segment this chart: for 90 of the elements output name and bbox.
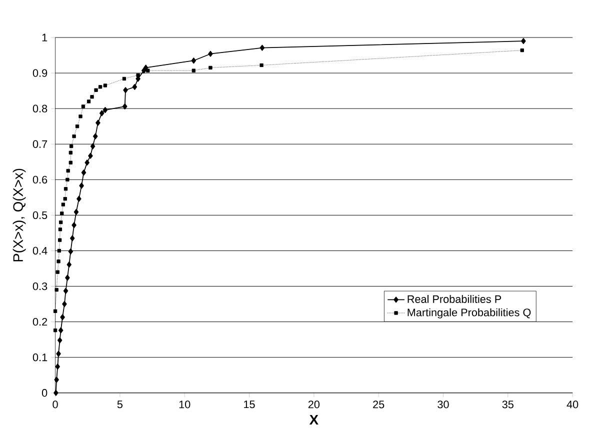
x-tick-label: 40: [566, 400, 578, 408]
point: [68, 160, 73, 164]
point: [90, 94, 94, 99]
point: [84, 159, 90, 166]
x-tick-label: 5: [117, 400, 123, 408]
x-tick-label: 10: [179, 400, 190, 408]
point: [146, 68, 150, 72]
point: [61, 202, 66, 206]
y-tick-label: 0: [42, 388, 48, 397]
point: [53, 328, 58, 332]
point: [260, 44, 265, 51]
point: [59, 220, 63, 224]
point: [56, 259, 60, 264]
point: [103, 84, 108, 88]
point: [88, 152, 93, 159]
point: [90, 143, 96, 150]
point: [58, 238, 62, 242]
y-tick-label: 0.2: [32, 318, 48, 326]
point: [56, 350, 61, 357]
point: [69, 144, 74, 148]
point: [57, 337, 62, 344]
y-tick-label: 0.3: [32, 282, 48, 290]
point: [72, 222, 76, 228]
point: [57, 248, 61, 252]
legend-label: Martingale Probabilities Q: [408, 308, 531, 318]
point: [260, 63, 264, 67]
point: [75, 124, 80, 128]
y-tick-label: 0.7: [32, 140, 48, 148]
point: [208, 66, 212, 70]
point: [66, 261, 72, 268]
point: [122, 76, 126, 80]
legend-label: Real Probabilities P: [408, 294, 502, 303]
point: [53, 309, 58, 313]
point: [520, 48, 524, 52]
point: [62, 300, 67, 307]
point: [54, 390, 58, 396]
point: [54, 376, 59, 383]
point: [86, 100, 91, 104]
point: [60, 314, 65, 320]
point: [66, 178, 70, 182]
point: [74, 208, 79, 215]
y-tick-label: 0.9: [32, 69, 48, 77]
x-tick-label: 25: [373, 400, 384, 408]
point: [94, 88, 98, 92]
y-tick-label: 0.1: [32, 353, 48, 362]
point: [63, 196, 67, 201]
point: [136, 73, 140, 77]
y-axis-title: P(X>x), Q(X>x): [12, 168, 26, 262]
y-tick-label: 0.8: [32, 104, 48, 112]
y-tick-label: 0.6: [32, 176, 48, 184]
point: [72, 134, 76, 138]
point: [76, 196, 82, 202]
point: [65, 274, 70, 281]
point: [132, 84, 138, 90]
point: [81, 169, 86, 176]
x-tick-label: 15: [244, 400, 255, 408]
point: [99, 110, 104, 116]
point: [122, 103, 128, 110]
point: [93, 133, 98, 140]
y-tick-label: 0.4: [32, 246, 48, 254]
point: [521, 38, 526, 44]
point: [56, 270, 60, 274]
point: [192, 68, 196, 72]
point: [60, 211, 64, 216]
y-tick-label: 1: [42, 34, 48, 42]
point: [54, 288, 58, 292]
point: [96, 120, 100, 126]
point: [63, 288, 68, 294]
point: [68, 248, 74, 254]
x-tick-label: 0: [52, 400, 58, 408]
point: [79, 182, 84, 189]
point: [98, 84, 102, 89]
point: [78, 114, 82, 118]
point: [55, 363, 60, 370]
point: [191, 58, 196, 64]
point: [58, 327, 64, 334]
x-axis-title: X: [309, 414, 318, 424]
point: [58, 227, 62, 232]
point: [64, 186, 68, 191]
point: [208, 50, 213, 57]
x-tick-label: 30: [438, 400, 449, 408]
x-tick-label: 20: [308, 400, 320, 408]
point: [102, 106, 108, 113]
y-tick-label: 0.5: [32, 211, 48, 219]
point: [123, 86, 128, 94]
point: [81, 104, 86, 108]
point: [66, 168, 70, 173]
x-tick-label: 35: [502, 400, 514, 408]
point: [68, 150, 73, 154]
point: [70, 235, 75, 242]
